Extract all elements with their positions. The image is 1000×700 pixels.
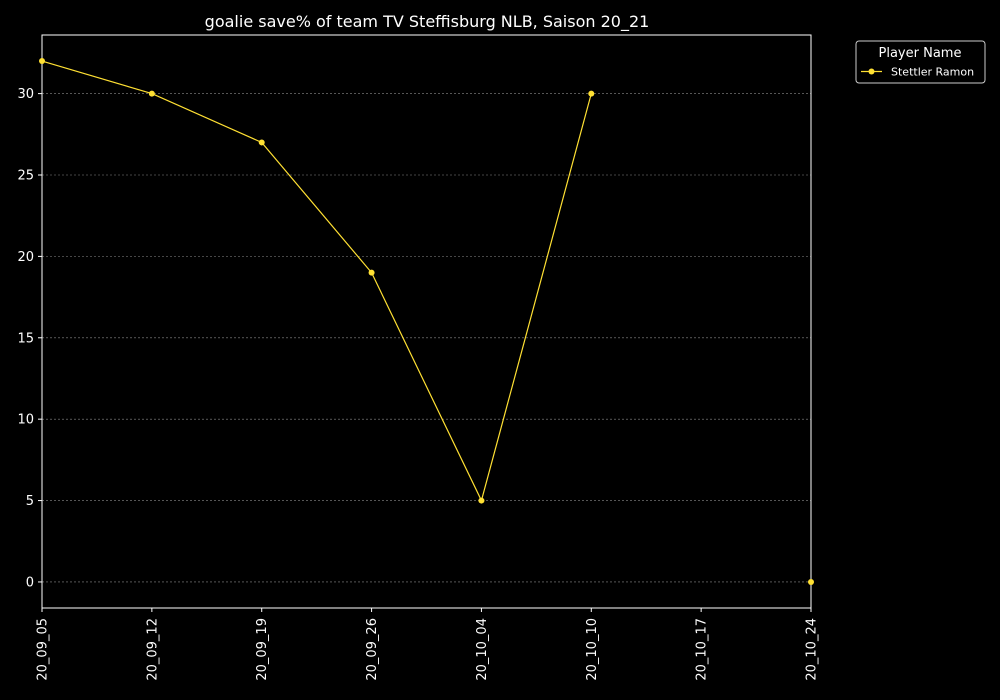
y-tick-label: 15 (17, 331, 34, 346)
legend-title: Player Name (879, 46, 962, 61)
y-tick-label: 0 (26, 575, 34, 590)
y-tick-label: 25 (17, 168, 34, 183)
y-axis-ticks: 0 5 10 15 20 25 30 (17, 87, 42, 590)
x-tick-label: 20_09_19 (255, 618, 270, 681)
y-tick-label: 10 (17, 413, 34, 428)
plot-frame (41, 34, 812, 609)
x-tick-label: 20_10_24 (805, 618, 820, 681)
data-point (39, 58, 45, 65)
y-tick-label: 5 (26, 494, 34, 509)
data-point (148, 90, 155, 97)
y-tick-label: 20 (17, 250, 34, 265)
data-point (808, 578, 814, 585)
legend-label: Stettler Ramon (891, 66, 974, 79)
series-layer (39, 58, 814, 585)
data-point (478, 497, 485, 504)
legend: Player Name Stettler Ramon (855, 40, 986, 84)
x-tick-label: 20_09_12 (145, 618, 160, 681)
data-point (368, 269, 375, 276)
data-point (258, 139, 265, 146)
data-point (588, 90, 595, 97)
y-tick-label: 30 (17, 87, 34, 102)
legend-box (855, 40, 986, 84)
x-tick-label: 20_09_05 (36, 618, 51, 681)
grid-lines (42, 93, 811, 583)
x-tick-label: 20_10_17 (695, 618, 710, 681)
x-tick-label: 20_10_10 (585, 618, 600, 681)
axes (41, 34, 812, 609)
x-axis-ticks: 20_09_05 20_09_12 20_09_19 20_09_26 20_10_04… (36, 608, 820, 681)
x-tick-label: 20_10_04 (475, 618, 490, 681)
series-line (41, 60, 592, 503)
chart-title: goalie save% of team TV Steffisburg NLB,… (205, 12, 650, 32)
x-tick-label: 20_09_26 (365, 618, 380, 681)
legend-marker-swatch (868, 68, 875, 75)
